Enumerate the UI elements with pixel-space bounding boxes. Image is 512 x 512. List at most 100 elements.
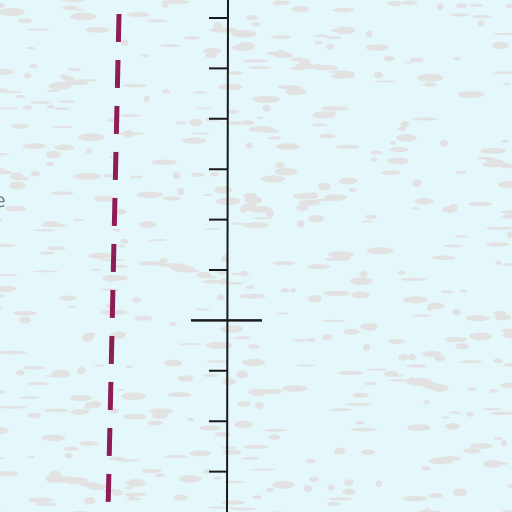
terrain-speckle — [126, 497, 142, 501]
terrain-speckle — [313, 111, 337, 116]
terrain-speckle — [103, 173, 114, 178]
terrain-speckle — [172, 265, 195, 273]
terrain-speckle — [93, 195, 115, 202]
terrain-speckle — [488, 411, 512, 415]
terrain-speckle — [497, 180, 512, 189]
terrain-speckle — [315, 63, 322, 68]
terrain-speckle — [275, 49, 286, 57]
terrain-speckle — [117, 244, 126, 248]
terrain-speckle — [113, 228, 121, 232]
terrain-speckle — [322, 333, 333, 341]
terrain-speckle — [303, 484, 313, 493]
terrain-speckle — [65, 476, 73, 481]
terrain-speckle — [351, 291, 371, 299]
terrain-speckle — [416, 73, 444, 82]
terrain-speckle — [151, 159, 178, 165]
terrain-speckle — [388, 378, 410, 382]
terrain-speckle — [383, 370, 399, 377]
terrain-speckle — [177, 187, 185, 196]
terrain-speckle — [434, 355, 446, 361]
terrain-speckle — [494, 314, 512, 321]
terrain-speckle — [63, 80, 89, 86]
terrain-speckle — [22, 143, 46, 150]
terrain-speckle — [132, 297, 141, 304]
terrain-speckle — [412, 179, 422, 188]
terrain-speckle — [191, 172, 204, 178]
terrain-speckle — [313, 34, 329, 38]
terrain-speckle — [501, 139, 510, 143]
terrain-speckle — [148, 239, 160, 242]
terrain-speckle — [289, 66, 307, 71]
terrain-speckle — [503, 362, 512, 367]
terrain-speckle — [0, 219, 3, 223]
vertical-scale-bar — [191, 0, 262, 512]
terrain-speckle — [291, 5, 310, 13]
terrain-speckle — [373, 71, 383, 79]
terrain-speckle — [366, 247, 394, 255]
terrain-speckle — [197, 271, 211, 279]
terrain-speckle — [360, 323, 379, 330]
terrain-speckle — [307, 337, 316, 342]
terrain-speckle — [460, 289, 468, 293]
terrain-speckle — [0, 406, 27, 409]
terrain-speckle — [22, 366, 46, 370]
terrain-speckle — [444, 336, 468, 343]
terrain-speckle — [241, 457, 260, 460]
terrain-speckle — [396, 134, 417, 142]
terrain-speckle — [455, 3, 468, 9]
terrain-speckle — [502, 263, 512, 267]
terrain-speckle — [330, 73, 355, 79]
terrain-speckle — [252, 495, 262, 499]
terrain-speckle — [126, 12, 150, 18]
terrain-speckle — [232, 44, 255, 52]
terrain-speckle — [0, 68, 14, 75]
terrain-speckle — [125, 365, 134, 369]
terrain-speckle — [84, 496, 96, 505]
terrain-speckle — [373, 80, 396, 83]
terrain-speckle — [173, 494, 188, 501]
terrain-speckle — [100, 288, 120, 292]
terrain-speckle — [85, 148, 93, 154]
terrain-speckle — [361, 449, 375, 456]
terrain-speckle — [0, 306, 4, 309]
terrain-speckle — [154, 473, 165, 478]
terrain-speckle — [11, 123, 29, 129]
terrain-speckle — [201, 279, 223, 284]
terrain-speckle — [205, 52, 218, 59]
terrain-speckle — [51, 369, 71, 378]
terrain-speckle — [23, 105, 33, 111]
terrain-speckle — [28, 64, 38, 69]
terrain-speckle — [129, 175, 143, 179]
terrain-speckle — [245, 15, 258, 21]
terrain-speckle — [406, 424, 431, 431]
terrain-speckle — [262, 388, 283, 395]
terrain-speckle — [143, 95, 150, 102]
terrain-speckle — [231, 222, 246, 226]
terrain-speckle — [42, 221, 60, 226]
terrain-speckle — [494, 71, 512, 75]
terrain-speckle — [242, 59, 269, 63]
terrain-speckle — [77, 367, 86, 375]
terrain-speckle — [54, 144, 75, 151]
terrain-speckle — [179, 343, 204, 346]
terrain-speckle — [205, 360, 229, 363]
terrain-speckle — [404, 61, 414, 64]
terrain-speckle — [491, 41, 509, 50]
terrain-speckle — [199, 425, 221, 431]
terrain-speckle — [168, 392, 192, 398]
terrain-speckle — [222, 449, 242, 455]
terrain-speckle — [0, 507, 2, 510]
terrain-speckle — [346, 402, 372, 407]
terrain-speckle — [115, 459, 140, 462]
terrain-speckle — [403, 296, 428, 304]
terrain-speckle — [505, 3, 512, 9]
terrain-speckle — [214, 186, 232, 194]
terrain-speckle — [234, 420, 253, 429]
terrain-speckle — [323, 290, 350, 296]
terrain-speckle — [329, 408, 353, 412]
terrain-speckle — [327, 484, 335, 491]
terrain-speckle — [482, 161, 504, 168]
terrain-speckle — [292, 193, 319, 200]
scale-axis-line — [226, 0, 229, 512]
